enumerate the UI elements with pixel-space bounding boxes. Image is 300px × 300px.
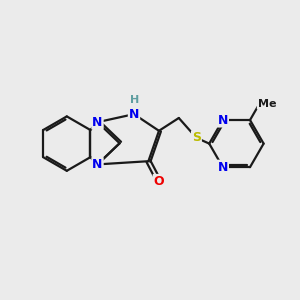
Text: Me: Me [258,99,276,109]
Text: S: S [192,131,201,144]
Text: O: O [154,175,164,188]
Text: N: N [92,158,103,171]
Text: N: N [218,161,228,174]
Text: N: N [129,108,139,121]
Text: N: N [92,116,103,129]
Text: N: N [218,113,228,127]
Text: H: H [130,95,139,105]
